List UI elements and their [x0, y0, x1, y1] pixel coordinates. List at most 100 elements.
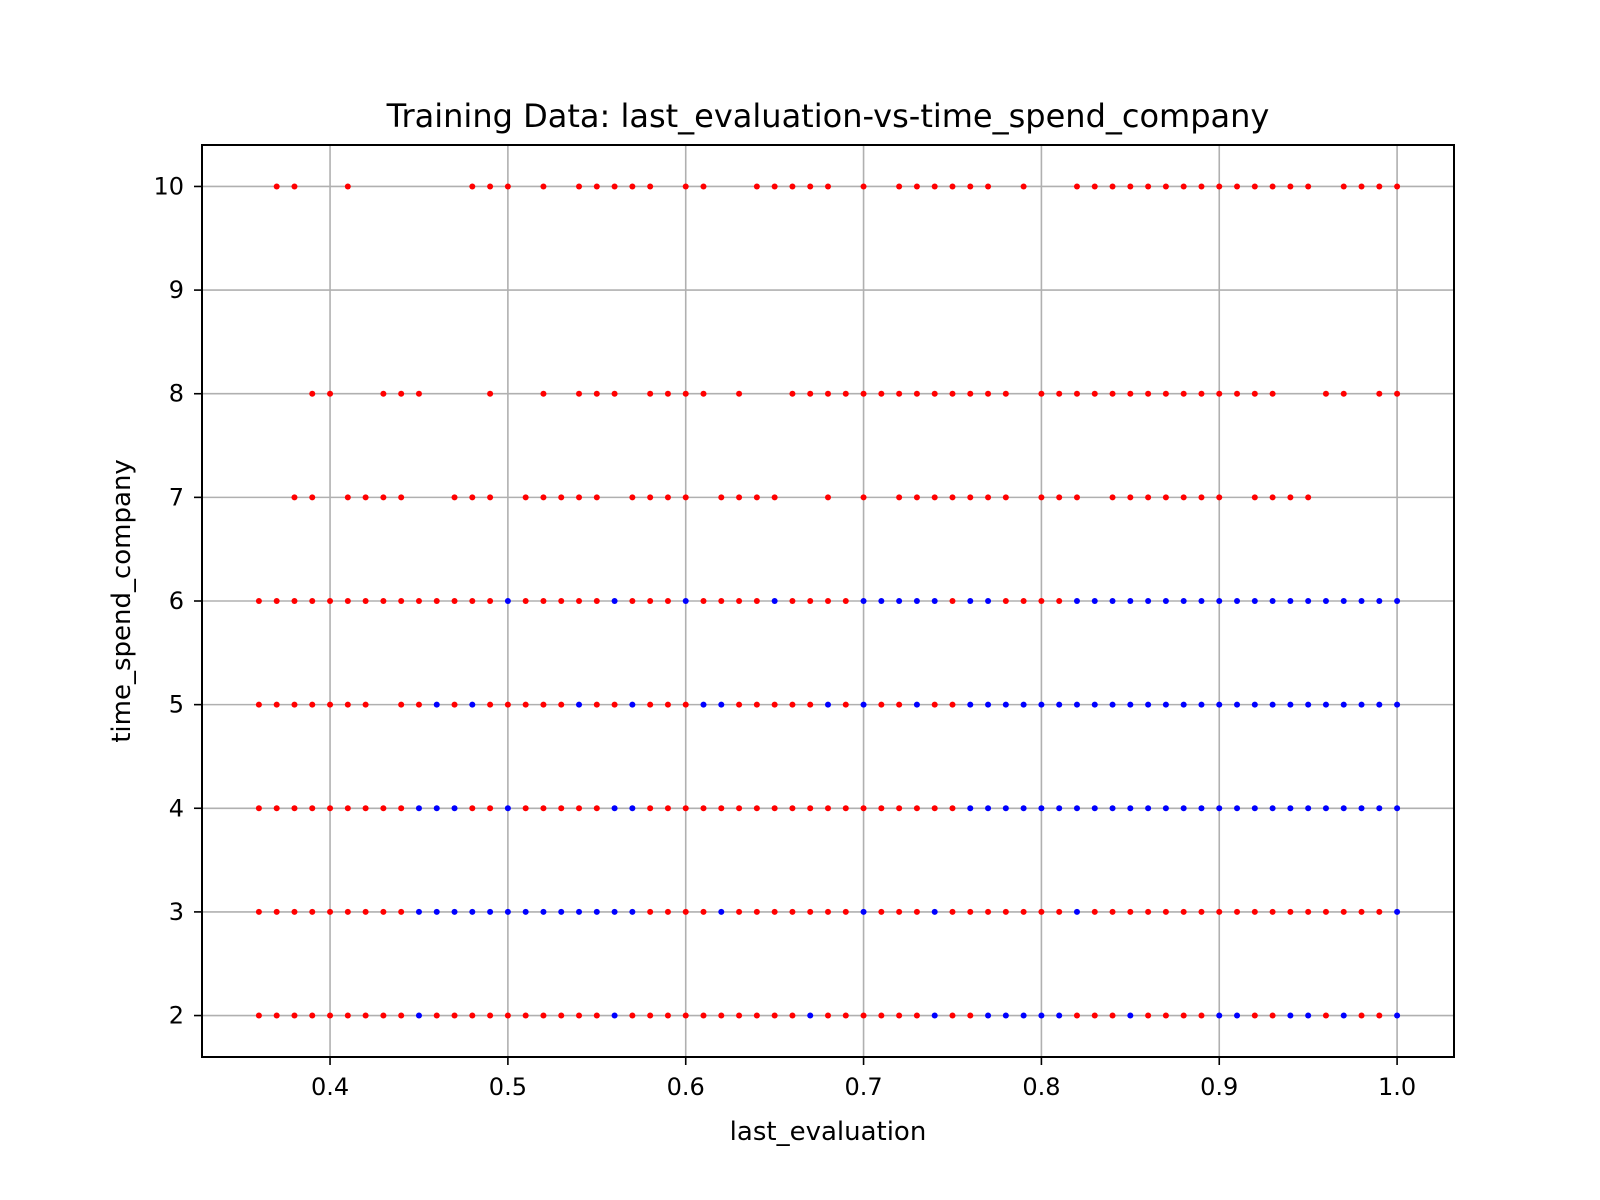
- data-point-red: [540, 598, 547, 604]
- data-point-red: [1376, 390, 1383, 397]
- data-point-red: [807, 701, 814, 708]
- data-point-red: [913, 183, 920, 190]
- data-point-red: [842, 805, 849, 812]
- data-point-red: [1056, 494, 1063, 501]
- data-point-red: [896, 908, 903, 915]
- data-point-red: [362, 908, 369, 915]
- data-point-red: [380, 598, 387, 604]
- data-point-red: [1162, 390, 1169, 397]
- data-point-blue: [1198, 598, 1205, 604]
- data-point-red: [398, 598, 405, 604]
- data-point-red: [576, 598, 583, 604]
- data-point-red: [469, 183, 476, 190]
- data-point-red: [878, 390, 885, 397]
- data-point-blue: [1394, 805, 1401, 812]
- data-point-red: [629, 598, 636, 604]
- data-point-red: [1358, 908, 1365, 915]
- data-point-red: [1145, 390, 1152, 397]
- data-point-red: [593, 701, 600, 708]
- data-point-red: [380, 1012, 387, 1019]
- data-point-red: [1020, 598, 1027, 604]
- data-point-red: [985, 908, 992, 915]
- data-point-red: [1127, 390, 1134, 397]
- data-point-blue: [1145, 805, 1152, 812]
- data-point-red: [398, 701, 405, 708]
- data-point-red: [718, 805, 725, 812]
- data-point-red: [576, 390, 583, 397]
- data-point-red: [1287, 183, 1294, 190]
- data-point-red: [469, 494, 476, 501]
- data-point-red: [807, 390, 814, 397]
- data-point-red: [487, 598, 494, 604]
- data-point-red: [842, 390, 849, 397]
- data-point-blue: [1020, 1012, 1027, 1019]
- data-point-blue: [1127, 701, 1134, 708]
- data-point-red: [718, 1012, 725, 1019]
- data-point-blue: [1091, 701, 1098, 708]
- data-point-red: [896, 183, 903, 190]
- data-point-red: [469, 598, 476, 604]
- data-point-red: [593, 390, 600, 397]
- data-point-red: [504, 701, 511, 708]
- data-point-blue: [1216, 701, 1223, 708]
- data-point-red: [789, 908, 796, 915]
- data-point-red: [949, 908, 956, 915]
- data-point-red: [896, 390, 903, 397]
- data-point-blue: [1038, 1012, 1045, 1019]
- data-point-blue: [1127, 1012, 1134, 1019]
- data-point-red: [273, 183, 280, 190]
- data-point-red: [558, 1012, 565, 1019]
- x-tick-label: 0.4: [311, 1073, 349, 1101]
- data-point-blue: [1038, 701, 1045, 708]
- data-point-blue: [629, 908, 636, 915]
- data-point-blue: [1180, 701, 1187, 708]
- data-point-red: [825, 598, 831, 604]
- data-point-red: [789, 183, 796, 190]
- data-point-red: [682, 390, 689, 397]
- data-point-red: [415, 390, 422, 397]
- data-point-red: [629, 1012, 636, 1019]
- data-point-blue: [1251, 701, 1258, 708]
- data-point-red: [593, 1012, 600, 1019]
- data-point-red: [753, 494, 760, 501]
- data-point-red: [522, 701, 529, 708]
- data-point-red: [1002, 494, 1009, 501]
- data-point-red: [1127, 494, 1134, 501]
- data-point-blue: [576, 701, 583, 708]
- data-point-red: [842, 598, 849, 604]
- data-point-red: [1180, 390, 1187, 397]
- data-point-red: [273, 701, 280, 708]
- data-point-blue: [1269, 805, 1276, 812]
- data-point-red: [807, 908, 814, 915]
- data-point-red: [380, 908, 387, 915]
- data-point-red: [291, 1012, 298, 1019]
- data-point-blue: [433, 908, 440, 915]
- data-point-blue: [1198, 701, 1205, 708]
- data-point-red: [860, 390, 867, 397]
- data-points: [255, 183, 1401, 1019]
- data-point-red: [682, 1012, 689, 1019]
- data-point-blue: [415, 805, 422, 812]
- data-point-red: [771, 183, 778, 190]
- data-point-red: [1394, 390, 1401, 397]
- data-point-blue: [611, 1012, 618, 1019]
- data-point-blue: [896, 598, 903, 604]
- data-point-red: [309, 390, 316, 397]
- data-point-red: [771, 701, 778, 708]
- data-point-red: [398, 390, 405, 397]
- data-point-red: [433, 1012, 440, 1019]
- data-point-blue: [1020, 701, 1027, 708]
- data-point-blue: [1145, 598, 1152, 604]
- data-point-red: [1091, 390, 1098, 397]
- data-point-blue: [771, 598, 778, 604]
- data-point-red: [1251, 494, 1258, 501]
- data-point-red: [825, 908, 831, 915]
- data-point-red: [949, 183, 956, 190]
- data-point-red: [1180, 908, 1187, 915]
- data-point-red: [1020, 183, 1027, 190]
- data-point-red: [1109, 494, 1116, 501]
- data-point-blue: [487, 908, 494, 915]
- data-point-blue: [1234, 1012, 1241, 1019]
- data-point-red: [273, 805, 280, 812]
- data-point-red: [647, 494, 654, 501]
